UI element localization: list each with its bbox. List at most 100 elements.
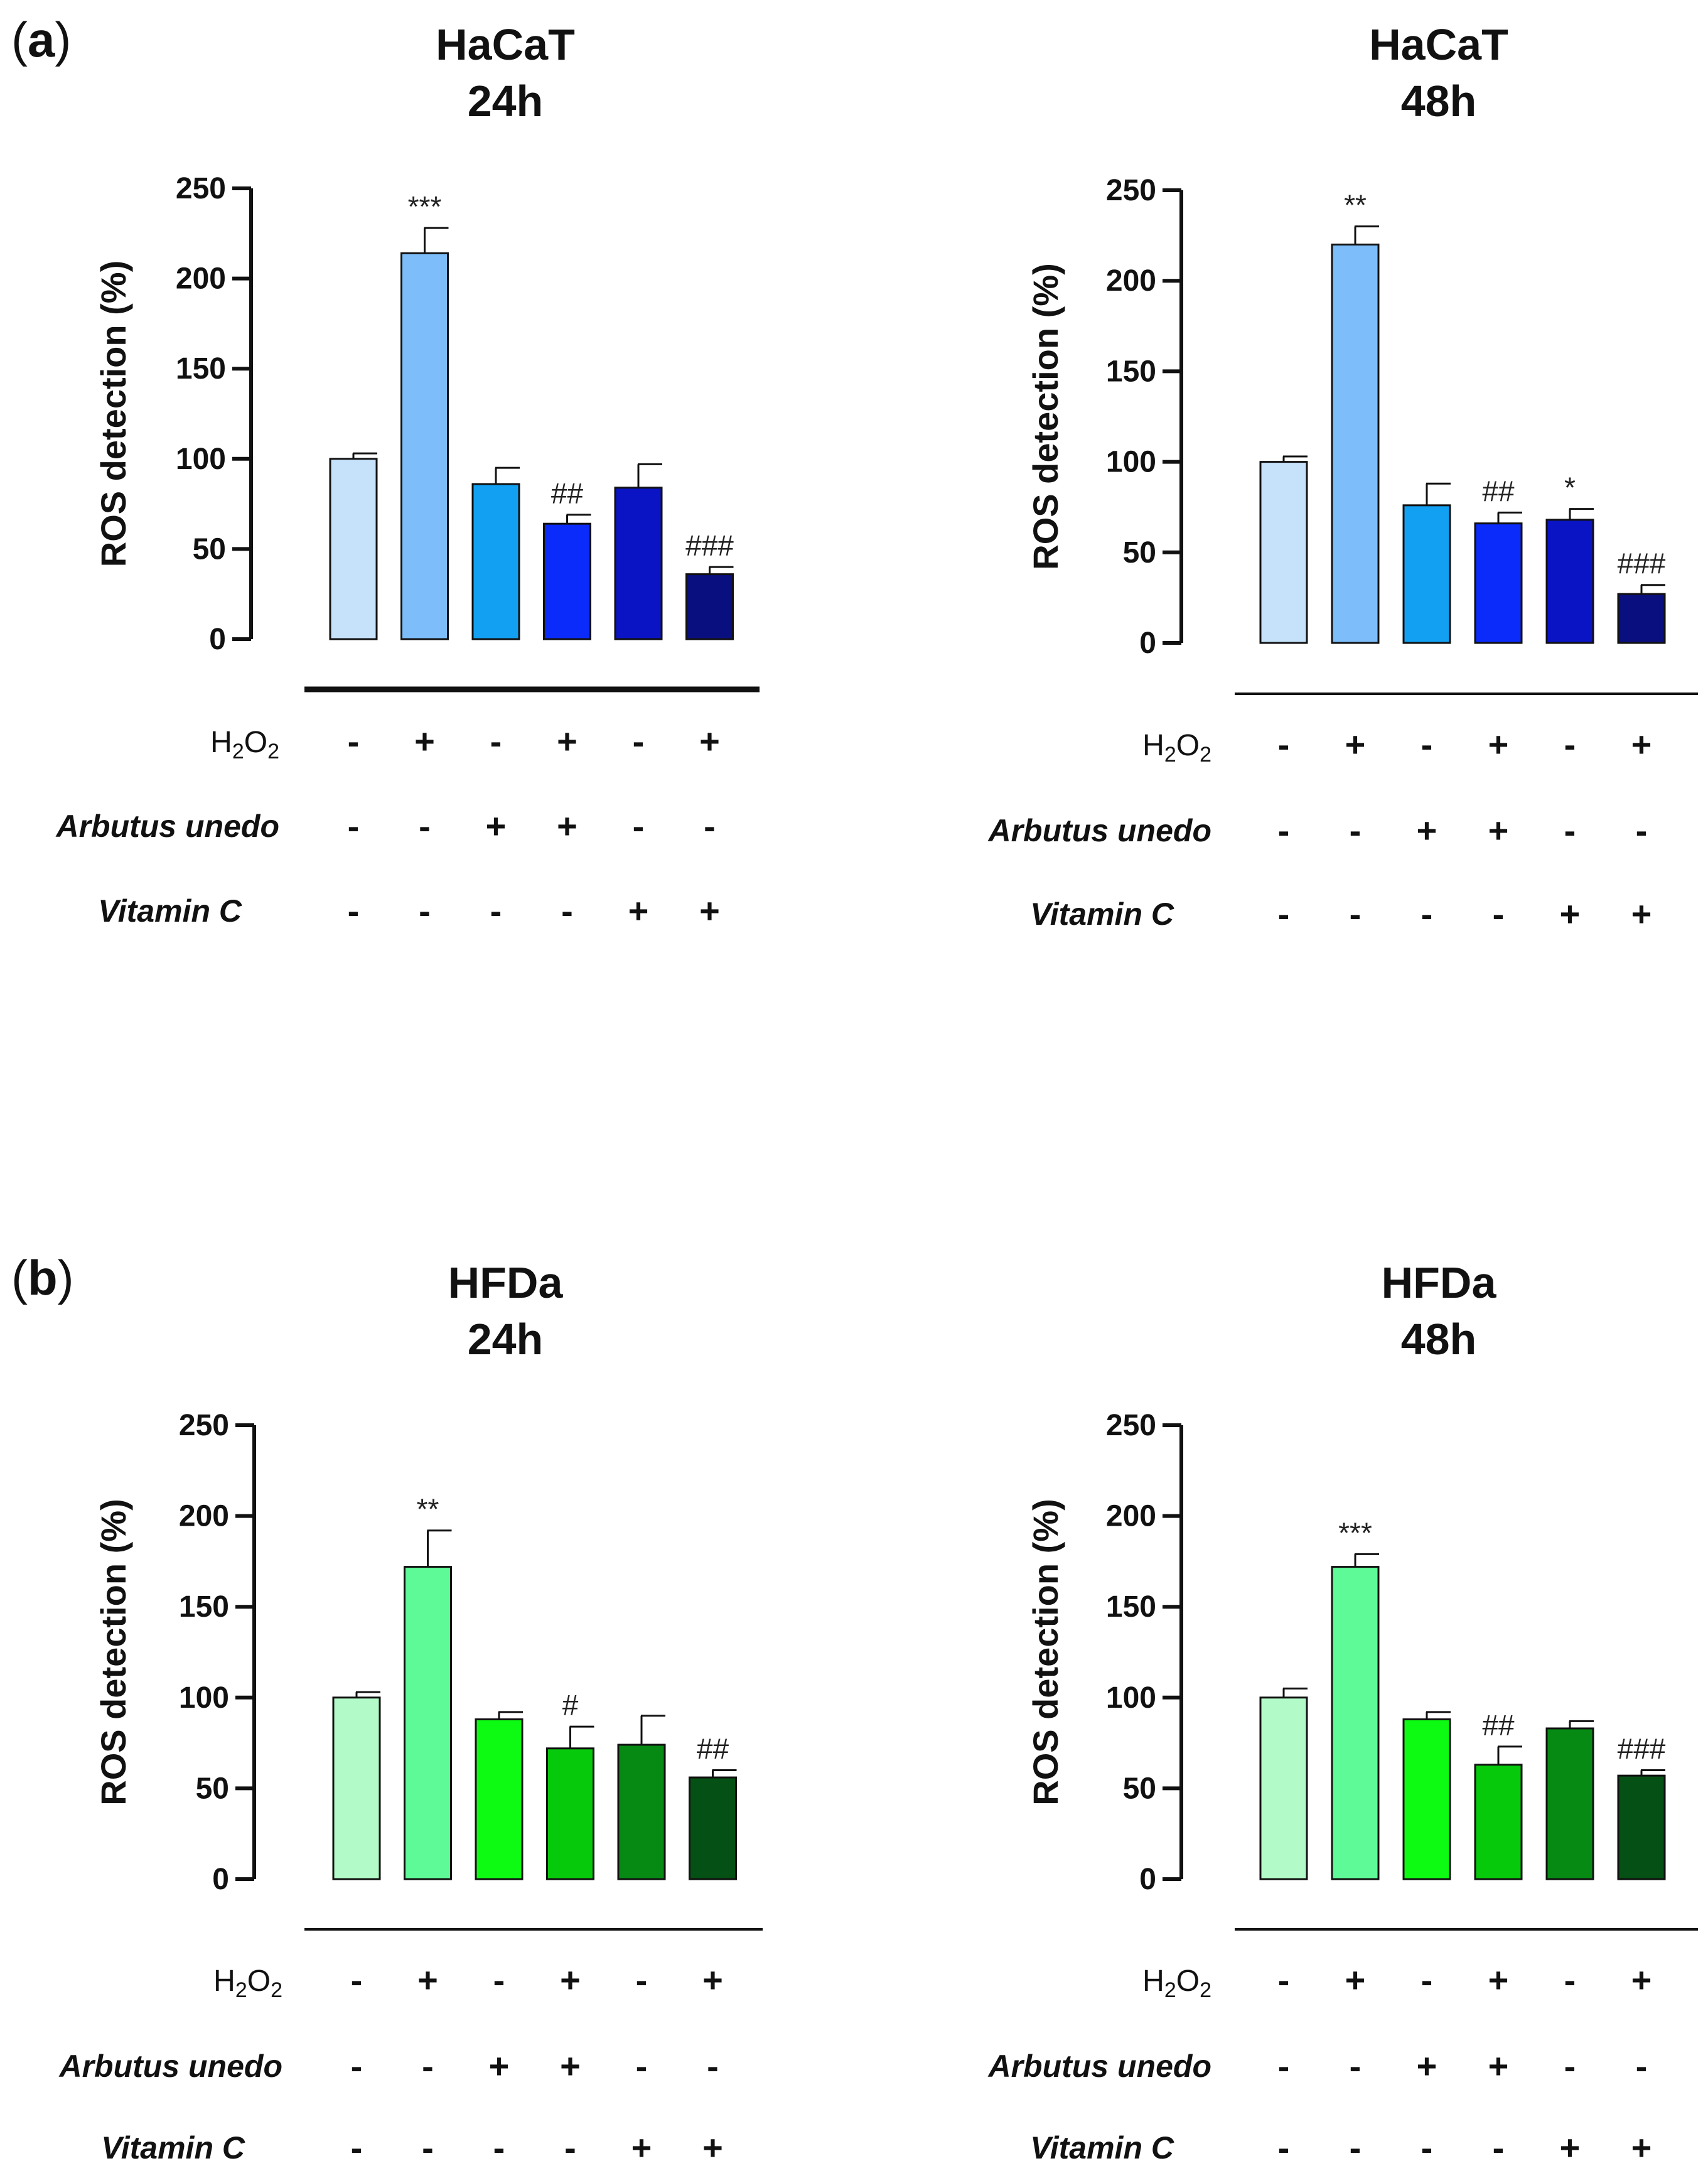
bar (400, 252, 449, 640)
condition-label-arbutus: Arbutus unedo (58, 2049, 282, 2084)
condition-symbol: + (1560, 2128, 1581, 2167)
condition-symbol: + (489, 2046, 510, 2086)
y-tick-label: 50 (1123, 536, 1156, 569)
condition-symbol: - (1493, 894, 1505, 934)
y-tick-label: 100 (176, 443, 226, 476)
y-tick-label: 50 (1123, 1772, 1156, 1805)
condition-symbol: - (561, 891, 573, 930)
y-tick-label: 250 (1106, 174, 1156, 207)
bar (1331, 1566, 1380, 1880)
formula-text: O (1176, 1965, 1200, 1998)
chart-hfda-24h: HFDa 24h 0 50 100 150 200 250 ROS detection (%) *… (58, 1258, 763, 2167)
significance-label: *** (1338, 1516, 1372, 1549)
condition-symbol: + (1417, 811, 1437, 850)
condition-symbol: + (414, 721, 435, 761)
y-tick-label: 250 (176, 172, 226, 205)
subscript: 2 (1200, 1978, 1211, 2002)
bar (471, 483, 520, 640)
condition-symbol: + (1417, 2046, 1437, 2086)
condition-symbol: - (1278, 725, 1290, 764)
formula-text: O (244, 726, 267, 759)
significance-label: ** (1344, 189, 1367, 222)
bar (1545, 519, 1594, 644)
condition-symbol: - (1278, 811, 1290, 850)
condition-symbol: - (351, 1960, 363, 2000)
condition-symbol: - (1564, 811, 1576, 850)
y-tick-label: 200 (1106, 1500, 1156, 1533)
condition-symbol: + (702, 2128, 723, 2167)
bar (1545, 1727, 1594, 1880)
condition-symbol: - (704, 806, 716, 846)
subscript: 2 (1164, 1978, 1176, 2002)
condition-symbol: + (699, 891, 720, 930)
y-tick-label: 0 (209, 623, 226, 656)
y-tick-label: 150 (1106, 355, 1156, 388)
condition-label-arbutus: Arbutus unedo (987, 2049, 1211, 2084)
bar (1474, 1764, 1523, 1880)
bar (689, 1776, 737, 1880)
significance-label: ### (685, 529, 734, 562)
y-tick-label: 200 (176, 262, 226, 296)
y-tick-label: 50 (193, 532, 226, 566)
condition-symbol: - (348, 721, 360, 761)
bar (1402, 1718, 1451, 1880)
y-tick-label: 50 (196, 1772, 229, 1805)
chart-title-line1: HaCaT (436, 20, 575, 69)
condition-symbol: + (1345, 725, 1366, 764)
condition-symbol: + (1345, 1960, 1366, 2000)
bar (546, 1747, 594, 1880)
condition-symbol: - (1493, 2128, 1505, 2167)
condition-symbol: + (1488, 2046, 1509, 2086)
significance-label: ### (1618, 547, 1666, 580)
y-axis-label: ROS detection (%) (1026, 263, 1065, 569)
bar (685, 573, 734, 640)
subscript: 2 (1164, 743, 1176, 767)
condition-label-h2o2: H2O2 (1142, 729, 1211, 767)
bar (1617, 1774, 1666, 1880)
bar (475, 1718, 524, 1880)
chart-hacat-48h: HaCaT 48h 0 50 100 150 200 250 ROS detection (%)… (987, 20, 1698, 934)
significance-label: ### (1618, 1732, 1666, 1765)
bar (1331, 244, 1380, 644)
bar (332, 1696, 381, 1880)
condition-symbol: + (486, 806, 507, 846)
condition-symbol: + (1631, 2128, 1652, 2167)
y-tick-label: 250 (179, 1409, 229, 1442)
condition-symbol: - (1278, 2128, 1290, 2167)
condition-symbol: - (564, 2128, 576, 2167)
condition-symbol: + (1560, 894, 1581, 934)
condition-symbol: + (1488, 811, 1509, 850)
condition-symbol: + (1631, 894, 1652, 934)
condition-symbol: + (1631, 725, 1652, 764)
y-tick-label: 100 (1106, 1681, 1156, 1715)
condition-symbol: - (422, 2046, 434, 2086)
condition-symbol: - (1421, 1960, 1433, 2000)
condition-symbol: - (348, 806, 360, 846)
condition-symbol: - (1278, 1960, 1290, 2000)
y-tick-label: 100 (179, 1681, 229, 1715)
condition-symbol: - (633, 806, 645, 846)
condition-symbol: + (628, 891, 649, 930)
y-tick-label: 150 (179, 1590, 229, 1624)
significance-label: ## (1482, 1709, 1515, 1742)
condition-symbol: + (699, 721, 720, 761)
subscript: 2 (232, 740, 244, 763)
y-tick-label: 0 (212, 1863, 229, 1896)
y-tick-label: 150 (1106, 1590, 1156, 1624)
bar (1259, 1696, 1308, 1880)
significance-label: ## (697, 1732, 729, 1765)
condition-symbol: - (348, 891, 360, 930)
y-axis-label: ROS detection (%) (94, 1499, 133, 1805)
chart-hfda-48h: HFDa 48h 0 50 100 150 200 250 ROS detection (%) *… (987, 1258, 1698, 2167)
condition-symbol: - (1278, 2046, 1290, 2086)
bar (329, 458, 378, 640)
y-axis-label: ROS detection (%) (1026, 1499, 1065, 1805)
condition-symbol: + (702, 1960, 723, 2000)
formula-text: H (1142, 729, 1164, 762)
significance-label: ## (551, 477, 584, 510)
subscript: 2 (267, 740, 279, 763)
condition-symbol: - (1278, 894, 1290, 934)
condition-symbol: - (422, 2128, 434, 2167)
significance-label: ## (1482, 475, 1515, 507)
